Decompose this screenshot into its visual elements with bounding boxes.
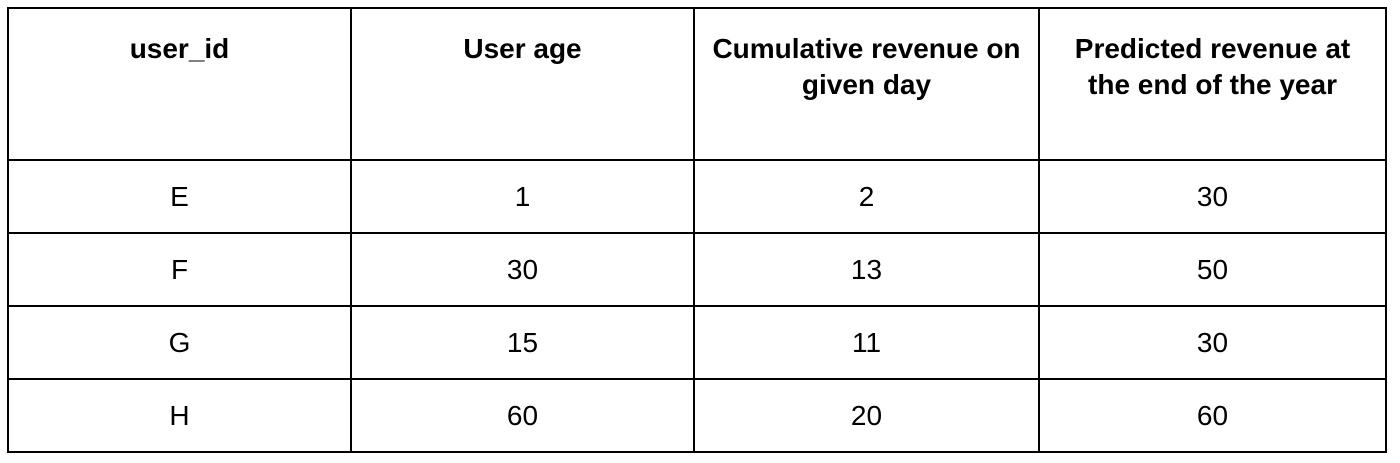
table-row: H 60 20 60 xyxy=(7,378,1387,453)
cell-user-age: 15 xyxy=(350,305,695,380)
cell-cumulative-revenue: 11 xyxy=(693,305,1040,380)
header-predicted-revenue: Predicted revenue at the end of the year xyxy=(1038,7,1387,161)
table-row: F 30 13 50 xyxy=(7,232,1387,307)
data-table: user_id User age Cumulative revenue on g… xyxy=(7,7,1387,453)
cell-user-age: 1 xyxy=(350,159,695,234)
table-body: E 1 2 30 F 30 13 50 G 15 11 30 H 60 20 xyxy=(7,159,1387,453)
table-header: user_id User age Cumulative revenue on g… xyxy=(7,7,1387,161)
header-cumulative-revenue: Cumulative revenue on given day xyxy=(693,7,1040,161)
cell-predicted-revenue: 30 xyxy=(1038,305,1387,380)
header-user-age: User age xyxy=(350,7,695,161)
table-row: E 1 2 30 xyxy=(7,159,1387,234)
table-row: G 15 11 30 xyxy=(7,305,1387,380)
cell-user-id: E xyxy=(7,159,352,234)
cell-cumulative-revenue: 2 xyxy=(693,159,1040,234)
cell-cumulative-revenue: 13 xyxy=(693,232,1040,307)
cell-cumulative-revenue: 20 xyxy=(693,378,1040,453)
cell-predicted-revenue: 50 xyxy=(1038,232,1387,307)
data-table-container: user_id User age Cumulative revenue on g… xyxy=(7,7,1387,453)
cell-user-age: 60 xyxy=(350,378,695,453)
cell-user-id: H xyxy=(7,378,352,453)
cell-user-id: G xyxy=(7,305,352,380)
cell-predicted-revenue: 60 xyxy=(1038,378,1387,453)
cell-predicted-revenue: 30 xyxy=(1038,159,1387,234)
header-row: user_id User age Cumulative revenue on g… xyxy=(7,7,1387,161)
cell-user-age: 30 xyxy=(350,232,695,307)
cell-user-id: F xyxy=(7,232,352,307)
header-user-id: user_id xyxy=(7,7,352,161)
